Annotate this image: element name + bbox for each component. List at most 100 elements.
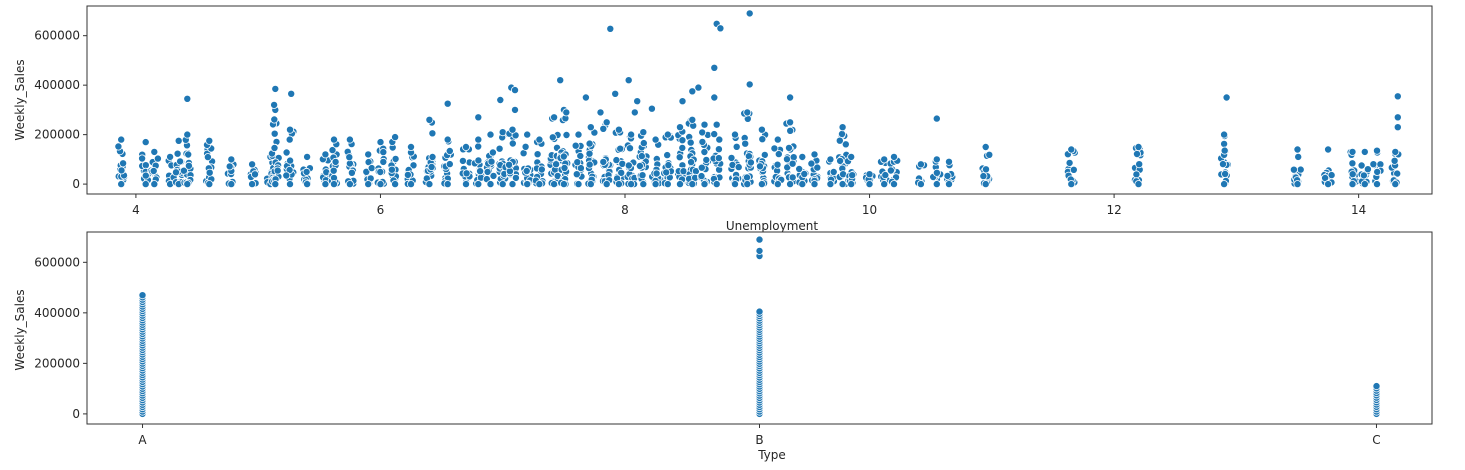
data-point [486,180,495,189]
data-point [391,180,400,189]
data-point [270,129,279,138]
data-point [138,291,147,300]
data-point [838,180,847,189]
data-point [347,168,356,177]
data-point [483,167,492,176]
data-point [474,142,483,151]
outlier-point [1222,93,1231,102]
data-point [848,171,857,180]
outlier-point [271,84,280,93]
data-point [865,170,874,179]
data-point [732,142,741,151]
x-tick-label: 4 [132,203,140,217]
outlier-point [562,108,571,117]
data-point [1327,171,1336,180]
data-point [550,113,559,122]
data-point [1296,165,1305,174]
data-point [248,160,257,169]
data-point [789,153,798,162]
data-point [285,135,294,144]
outlier-point [716,24,725,33]
data-point [379,157,388,166]
data-point [638,171,647,180]
data-point [179,166,188,175]
data-point [227,155,236,164]
data-point [664,161,673,170]
x-tick-label: C [1372,433,1380,447]
data-point [533,150,542,159]
data-point [773,160,782,169]
data-point [286,156,295,165]
data-point [576,164,585,173]
data-point [1289,165,1298,174]
data-point [1065,158,1074,167]
data-point [303,152,312,161]
data-point [1373,146,1382,155]
data-point [345,135,354,144]
data-point [183,180,192,189]
data-point [943,171,952,180]
data-point [585,149,594,158]
data-point [785,143,794,152]
data-point [702,155,711,164]
data-point [425,180,434,189]
data-point [663,130,672,139]
data-point [205,168,214,177]
data-point [367,164,376,173]
data-point [1293,180,1302,189]
data-point [678,136,687,145]
data-point [535,135,544,144]
data-point [225,162,234,171]
data-point [522,166,531,175]
data-point [743,173,752,182]
outlier-point [633,97,642,106]
x-tick-label: B [755,433,763,447]
bottom-y-ticks: 0 200000 400000 600000 [34,255,87,421]
data-point [838,123,847,132]
outlier-point [474,113,483,122]
data-point [428,152,437,161]
data-point [1373,167,1382,176]
data-point [171,168,180,177]
data-point [758,135,767,144]
data-point [783,163,792,172]
data-point [945,180,954,189]
data-point [476,167,485,176]
outlier-point [745,9,754,18]
data-point [916,180,925,189]
data-point [1293,145,1302,154]
subplot-type: A B C 0 200000 400000 600000 Type Weekly_Sale… [13,231,1433,462]
data-point [826,155,835,164]
y-tick-label: 400000 [34,306,80,320]
outlier-point [786,93,795,102]
outlier-point [556,76,565,85]
data-point [932,168,941,177]
data-point [786,118,795,127]
data-point [686,138,695,147]
data-point [700,147,709,156]
outlier-point [755,246,764,255]
data-point [635,161,644,170]
data-point [302,167,311,176]
data-point [505,160,514,169]
data-point [676,123,685,132]
data-point [788,173,797,182]
data-point [1133,149,1142,158]
data-point [443,180,452,189]
y-tick-label: 200000 [34,128,80,142]
data-point [1134,142,1143,151]
data-point [328,146,337,155]
data-point [979,172,988,181]
data-point [614,180,623,189]
data-point [795,164,804,173]
data-point [117,180,126,189]
data-point [586,180,595,189]
data-point [273,166,282,175]
data-point [376,180,385,189]
data-point [166,152,175,161]
data-point [1067,180,1076,189]
bottom-x-ticks: A B C [138,424,1381,447]
top-x-axis-label: Unemployment [726,219,819,233]
outlier-point [1393,113,1402,122]
data-point [932,155,941,164]
